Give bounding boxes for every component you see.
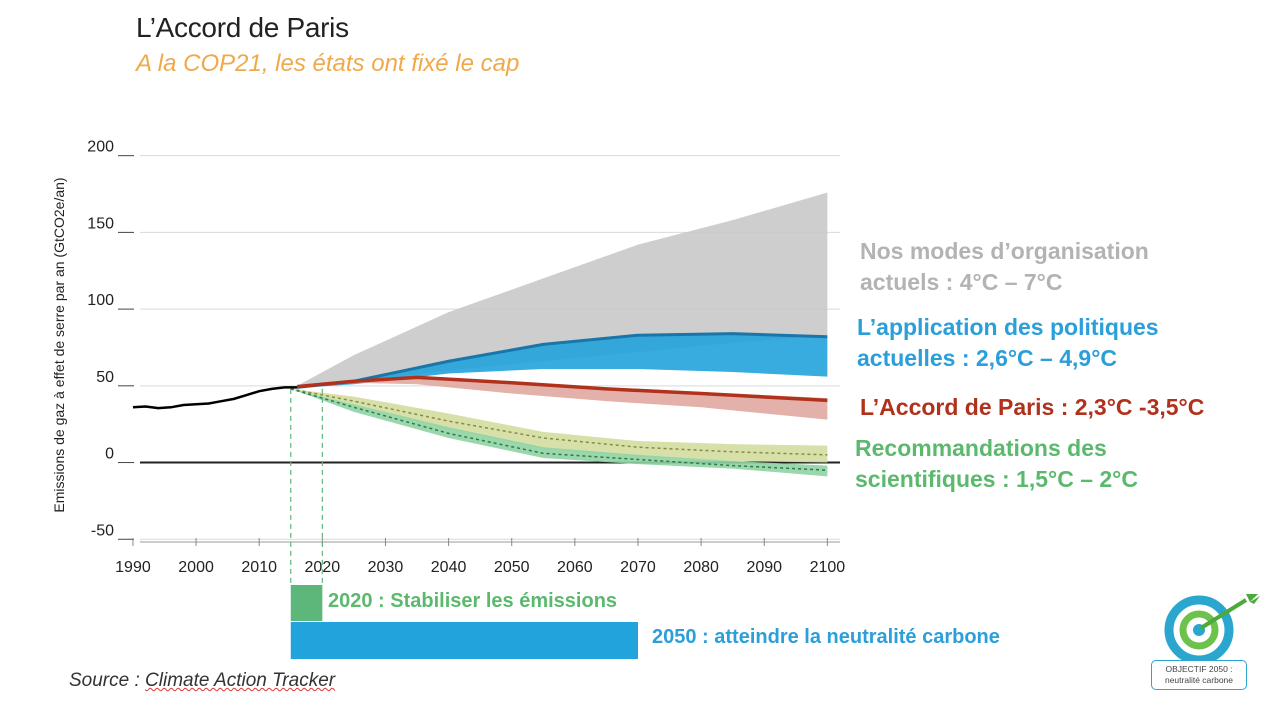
label-current-organisation-line1: Nos modes d’organisation bbox=[860, 238, 1149, 264]
x-tick-label-2060: 2060 bbox=[557, 559, 593, 576]
x-tick-label-2000: 2000 bbox=[178, 559, 214, 576]
label-scientific-recommendations: Recommandations des scientifiques : 1,5°… bbox=[855, 433, 1138, 495]
y-tick-label-100: 100 bbox=[87, 292, 114, 309]
y-tick-label-200: 200 bbox=[87, 139, 114, 156]
line-science-1-5c bbox=[290, 388, 828, 471]
band-current-policies bbox=[297, 333, 828, 389]
label-current-organisation: Nos modes d’organisation actuels : 4°C –… bbox=[860, 236, 1149, 298]
y-tick-label-50: 50 bbox=[96, 369, 114, 386]
x-tick-label-2080: 2080 bbox=[683, 559, 719, 576]
target-logo-icon bbox=[1164, 594, 1260, 662]
line-paris-agreement bbox=[296, 375, 828, 403]
logo-line1: OBJECTIF 2050 : bbox=[1165, 664, 1233, 674]
y-tick-label--50: -50 bbox=[91, 522, 114, 539]
label-current-policies-line1: L’application des politiques bbox=[857, 314, 1159, 340]
y-tick-label-0: 0 bbox=[105, 446, 114, 463]
label-paris-agreement: L’Accord de Paris : 2,3°C -3,5°C bbox=[860, 394, 1205, 420]
logo-badge: OBJECTIF 2050 : neutralité carbone bbox=[1151, 660, 1247, 690]
x-tick-label-2100: 2100 bbox=[810, 559, 846, 576]
page-title: L’Accord de Paris bbox=[136, 12, 349, 43]
label-current-policies: L’application des politiques actuelles :… bbox=[857, 312, 1159, 374]
x-tick-label-2050: 2050 bbox=[494, 559, 530, 576]
x-tick-label-2010: 2010 bbox=[241, 559, 277, 576]
x-tick-label-2070: 2070 bbox=[620, 559, 656, 576]
logo-line2: neutralité carbone bbox=[1164, 675, 1234, 685]
band-science-1-5c bbox=[290, 388, 828, 477]
page-subtitle: A la COP21, les états ont fixé le cap bbox=[136, 50, 520, 77]
x-tick-label-2090: 2090 bbox=[746, 559, 782, 576]
x-tick-label-2040: 2040 bbox=[431, 559, 467, 576]
timeline-bar-2050 bbox=[290, 622, 638, 659]
timeline-2020-label: 2020 : Stabiliser les émissions bbox=[328, 590, 618, 612]
label-current-policies-line2: actuelles : 2,6°C – 4,9°C bbox=[857, 345, 1118, 371]
x-tick-label-2020: 2020 bbox=[305, 559, 341, 576]
label-scientific-recommendations-line1: Recommandations des bbox=[855, 435, 1107, 461]
x-tick-label-2030: 2030 bbox=[368, 559, 404, 576]
line-historical bbox=[132, 386, 298, 410]
x-tick-label-1990: 1990 bbox=[115, 559, 151, 576]
y-tick-label-150: 150 bbox=[87, 215, 114, 232]
timeline-bar-2020 bbox=[290, 585, 323, 621]
y-axis-label: Emissions de gaz à effet de serre par an… bbox=[51, 177, 67, 512]
source-name: Climate Action Tracker bbox=[145, 670, 336, 691]
label-scientific-recommendations-line2: scientifiques : 1,5°C – 2°C bbox=[855, 466, 1138, 492]
label-current-organisation-line2: actuels : 4°C – 7°C bbox=[860, 269, 1063, 295]
timeline-2050-label: 2050 : atteindre la neutralité carbone bbox=[652, 626, 1000, 648]
band-science-2c bbox=[290, 388, 828, 463]
source-note: Source : Climate Action Tracker bbox=[69, 670, 335, 692]
source-prefix: Source : bbox=[69, 670, 146, 691]
